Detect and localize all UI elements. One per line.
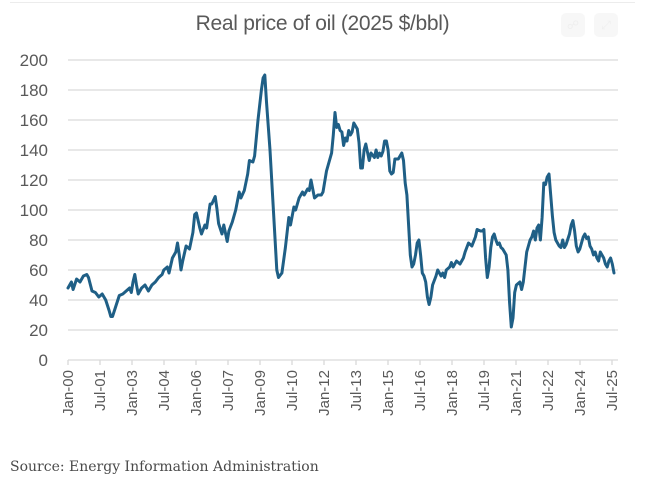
top-divider: [10, 2, 635, 3]
share-button[interactable]: ☍: [561, 13, 585, 37]
y-tick-label: 60: [29, 261, 48, 280]
x-tick-label: Jan-21: [508, 370, 525, 416]
x-tick-label: Jan-06: [188, 370, 205, 416]
chart-title: Real price of oil (2025 $/bbl): [195, 12, 450, 35]
x-tick-label: Jan-15: [380, 370, 397, 416]
x-tick-label: Jan-03: [124, 370, 141, 416]
x-tick-label: Jul-22: [540, 370, 557, 411]
share-icon: ☍: [566, 18, 580, 32]
x-tick-label: Jan-24: [572, 370, 589, 416]
expand-icon: ⤢: [601, 18, 611, 32]
y-tick-label: 140: [20, 141, 48, 160]
y-tick-label: 180: [20, 81, 48, 100]
x-tick-label: Jan-00: [60, 370, 77, 416]
x-tick-label: Jan-18: [444, 370, 461, 416]
x-tick-label: Jan-09: [252, 370, 269, 416]
x-tick-label: Jan-12: [316, 370, 333, 416]
y-tick-label: 120: [20, 171, 48, 190]
x-tick-label: Jul-04: [156, 370, 173, 411]
y-tick-label: 80: [29, 231, 48, 250]
x-tick-label: Jul-13: [348, 370, 365, 411]
y-tick-label: 20: [29, 321, 48, 340]
x-tick-label: Jul-16: [412, 370, 429, 411]
y-tick-label: 40: [29, 291, 48, 310]
expand-button[interactable]: ⤢: [594, 13, 618, 37]
source-note: Source: Energy Information Administratio…: [10, 459, 319, 475]
y-tick-label: 0: [39, 351, 48, 370]
line-chart: 0 20 40 60 80 100 120 140 160 180 200 Jan-00 Jul-01…: [20, 51, 621, 416]
x-tick-label: Jul-19: [476, 370, 493, 411]
x-tick-label: Jul-10: [284, 370, 301, 411]
y-tick-label: 160: [20, 111, 48, 130]
x-tick-label: Jul-07: [220, 370, 237, 411]
y-tick-label: 200: [20, 51, 48, 70]
x-tick-label: Jul-01: [92, 370, 109, 411]
series-line-real-oil-price: [66, 73, 616, 329]
y-tick-label: 100: [20, 201, 48, 220]
x-tick-label: Jul-25: [604, 370, 621, 411]
